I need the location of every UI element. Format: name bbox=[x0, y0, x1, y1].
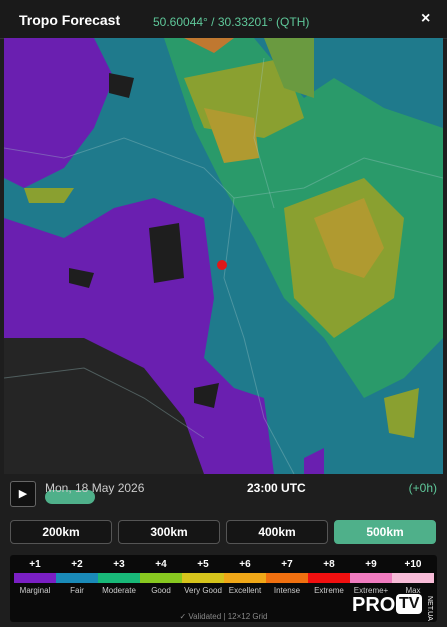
legend-label: Max bbox=[405, 586, 421, 595]
legend-label: Good bbox=[151, 586, 171, 595]
legend-level: +8 bbox=[323, 559, 335, 570]
legend-swatch bbox=[308, 573, 350, 583]
legend-swatch bbox=[350, 573, 392, 583]
legend-swatch bbox=[266, 573, 308, 583]
header: Tropo Forecast 50.60044° / 30.33201° (QT… bbox=[0, 0, 447, 39]
legend-level: +10 bbox=[404, 559, 422, 570]
watermark-tv: TV bbox=[396, 594, 423, 614]
legend-swatch bbox=[14, 573, 56, 583]
date: Mon, 18 May 2026 bbox=[45, 481, 145, 495]
range-button[interactable]: 200km bbox=[10, 520, 112, 544]
legend-label: Excellent bbox=[228, 586, 262, 595]
time: 23:00 UTC bbox=[247, 481, 306, 495]
watermark-domain: NET.UA bbox=[426, 596, 433, 621]
legend-swatch bbox=[140, 573, 182, 583]
legend-label: Moderate bbox=[102, 586, 136, 595]
legend-label: Extreme bbox=[314, 586, 344, 595]
time-slider[interactable] bbox=[45, 490, 95, 504]
legend-level: +4 bbox=[155, 559, 167, 570]
qth-marker bbox=[217, 260, 227, 270]
legend-level: +1 bbox=[29, 559, 41, 570]
legend-swatch bbox=[98, 573, 140, 583]
legend-swatch bbox=[56, 573, 98, 583]
legend-level: +9 bbox=[365, 559, 377, 570]
forecast-map bbox=[4, 38, 443, 474]
legend-level: +6 bbox=[239, 559, 251, 570]
legend-swatch bbox=[392, 573, 434, 583]
play-button[interactable]: ▶ bbox=[10, 481, 36, 507]
legend-swatch bbox=[224, 573, 266, 583]
range-button[interactable]: 500km bbox=[334, 520, 436, 544]
legend: +1 Marginal +2 Fair +3 Moderate +4 Good +5 Very G… bbox=[10, 555, 437, 622]
title: Tropo Forecast bbox=[19, 12, 121, 28]
footer: ✓ Validated | 12×12 Grid bbox=[179, 612, 268, 621]
legend-level: +5 bbox=[197, 559, 209, 570]
watermark: PRO TV NET.UA bbox=[350, 592, 438, 621]
legend-label: Intense bbox=[273, 586, 301, 595]
legend-label: Extreme+ bbox=[353, 586, 389, 595]
legend-level: +2 bbox=[71, 559, 83, 570]
legend-label: Marginal bbox=[19, 586, 51, 595]
range-button[interactable]: 300km bbox=[118, 520, 220, 544]
offset: (+0h) bbox=[408, 481, 437, 495]
watermark-brand: PRO bbox=[352, 594, 396, 616]
close-button[interactable]: × bbox=[421, 10, 431, 27]
legend-swatch bbox=[182, 573, 224, 583]
coords: 50.60044° / 30.33201° (QTH) bbox=[153, 15, 310, 29]
legend-label: Very Good bbox=[184, 586, 222, 595]
legend-label: Fair bbox=[70, 586, 84, 595]
legend-level: +7 bbox=[281, 559, 293, 570]
range-button[interactable]: 400km bbox=[226, 520, 328, 544]
legend-level: +3 bbox=[113, 559, 125, 570]
